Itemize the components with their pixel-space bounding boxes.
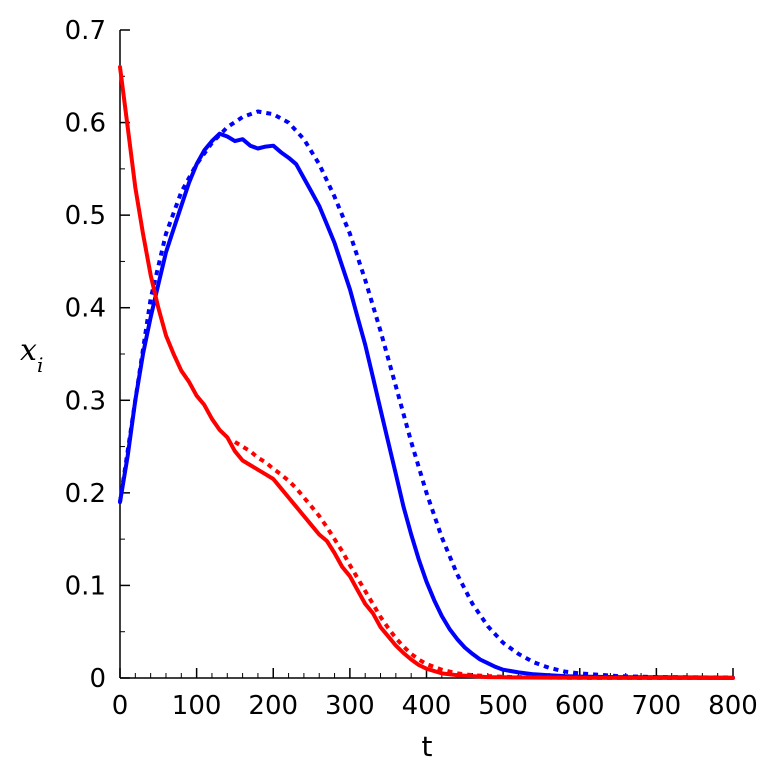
y-tick-label: 0.5	[65, 201, 106, 231]
y-tick-label: 0.3	[65, 386, 106, 416]
y-tick-label: 0.1	[65, 571, 106, 601]
x-tick-label: 200	[248, 691, 298, 721]
tick-marks	[119, 29, 734, 679]
x-tick-label: 800	[708, 691, 758, 721]
x-tick-label: 500	[478, 691, 528, 721]
y-axis-title-subscript: i	[37, 353, 43, 377]
y-tick-label: 0.7	[65, 16, 106, 46]
y-tick-label: 0.6	[65, 109, 106, 139]
blue-dotted-series-line	[118, 109, 734, 680]
red-dotted-series-line	[233, 440, 733, 680]
x-axis-title: t	[422, 730, 433, 763]
x-tick-label: 0	[112, 691, 129, 721]
y-tick-label: 0.4	[65, 294, 106, 324]
blue-solid-series-line	[118, 131, 735, 680]
x-tick-label: 100	[172, 691, 222, 721]
tick-labels: 0 100 200 300 400 500 600 700 800 0 0.1 0.2 0.3 0.4 0.…	[65, 16, 758, 721]
y-axis-title: x	[20, 333, 37, 368]
x-tick-label: 600	[555, 691, 605, 721]
red-solid-series-line	[118, 65, 735, 680]
y-tick-label: 0.2	[65, 479, 106, 509]
y-tick-label: 0	[89, 664, 106, 694]
x-tick-label: 300	[325, 691, 375, 721]
data-series	[118, 65, 735, 680]
x-tick-label: 700	[632, 691, 682, 721]
x-tick-label: 400	[402, 691, 452, 721]
